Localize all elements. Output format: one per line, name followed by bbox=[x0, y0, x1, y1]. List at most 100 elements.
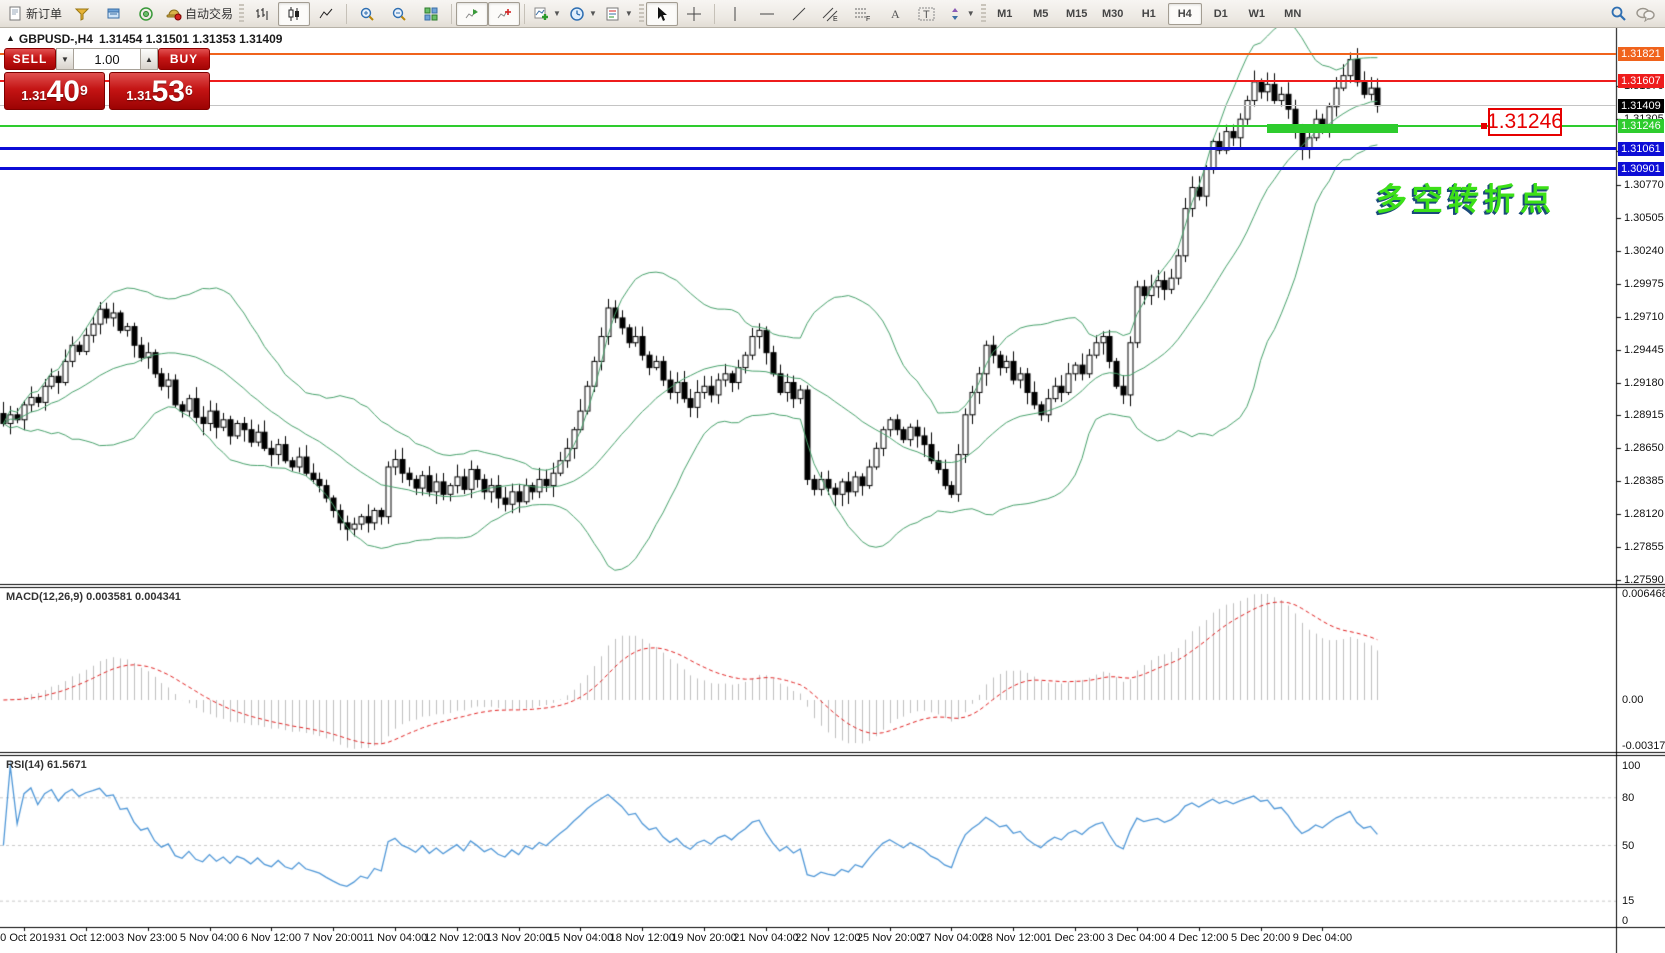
candlestick-chart-icon bbox=[286, 6, 302, 22]
periods-button[interactable]: ▼ bbox=[565, 2, 601, 26]
chart-line-button[interactable] bbox=[310, 2, 342, 26]
auto-scroll-button[interactable] bbox=[456, 1, 489, 26]
rsi-axis-label: 100 bbox=[1622, 760, 1641, 772]
timeframe-d1[interactable]: D1 bbox=[1213, 7, 1228, 20]
hline-support-line-green[interactable] bbox=[0, 124, 1616, 127]
price-axis-tick: 1.28120 bbox=[1624, 508, 1664, 521]
timeframe-m15[interactable]: M15 bbox=[1066, 7, 1088, 20]
timeframe-mn[interactable]: MN bbox=[1284, 7, 1302, 20]
zoom-out-button[interactable] bbox=[383, 2, 415, 26]
hline-bid-line[interactable] bbox=[0, 105, 1616, 107]
autotrading-button[interactable]: 自动交易 bbox=[162, 2, 237, 26]
rsi-axis-label: 50 bbox=[1622, 839, 1635, 852]
search-icon[interactable] bbox=[1610, 5, 1627, 22]
time-axis-label: 5 Dec 20:00 bbox=[1230, 932, 1291, 944]
navigator-icon bbox=[138, 6, 154, 22]
text-button[interactable]: A bbox=[879, 2, 911, 26]
chart-candles-button[interactable] bbox=[278, 1, 311, 26]
timeframe-group: M1 M5 M15 M30 H1 H4 D1 W1 MN bbox=[988, 2, 1310, 25]
data-window-icon bbox=[106, 6, 122, 22]
arrows-icon bbox=[947, 6, 963, 22]
zoom-in-button[interactable] bbox=[351, 2, 383, 26]
buy-price-button[interactable]: 1.31 53 6 bbox=[109, 72, 210, 110]
price-axis-badge: 1.30901 bbox=[1618, 161, 1664, 176]
templates-button[interactable]: ▼ bbox=[601, 2, 637, 26]
clock-icon bbox=[569, 6, 585, 22]
text-label-button[interactable]: T bbox=[911, 2, 943, 26]
toolbar-separator bbox=[451, 3, 453, 24]
channel-button[interactable]: E bbox=[815, 2, 847, 26]
price-axis-tick: 1.29975 bbox=[1624, 277, 1664, 290]
timeframe-w1[interactable]: W1 bbox=[1248, 7, 1265, 20]
dropdown-arrow-icon: ▼ bbox=[588, 9, 597, 18]
price-axis-tick: 1.30770 bbox=[1624, 179, 1664, 191]
dropdown-arrow-icon: ▼ bbox=[553, 9, 561, 18]
cursor-button[interactable] bbox=[645, 1, 678, 26]
market-watch-icon bbox=[74, 6, 90, 22]
support-zone-bar[interactable] bbox=[1267, 123, 1398, 133]
rsi-axis-label: 80 bbox=[1622, 791, 1635, 804]
price-axis-tick: 1.29445 bbox=[1624, 343, 1664, 356]
chart-shift-button[interactable] bbox=[488, 1, 521, 26]
navigator-button[interactable] bbox=[130, 2, 162, 26]
arrows-button[interactable]: ▼ bbox=[943, 2, 979, 26]
time-axis-label: 18 Nov 12:00 bbox=[609, 932, 676, 944]
hline-support-line-blue-1[interactable] bbox=[0, 147, 1616, 151]
market-watch-button[interactable] bbox=[66, 2, 98, 26]
volume-input[interactable] bbox=[74, 49, 140, 69]
new-order-button[interactable]: 新订单 bbox=[4, 2, 66, 26]
support-price-label[interactable]: 1.31246 bbox=[1487, 108, 1563, 136]
time-axis-label: 1 Dec 23:00 bbox=[1045, 932, 1105, 944]
symbol-collapse-arrow[interactable]: ▲ bbox=[6, 33, 15, 43]
indicators-button[interactable]: ▼ bbox=[529, 2, 565, 26]
new-order-icon bbox=[8, 6, 23, 21]
price-label-anchor[interactable] bbox=[1481, 123, 1487, 129]
crosshair-button[interactable] bbox=[678, 2, 710, 26]
timeframe-h4[interactable]: H4 bbox=[1167, 2, 1202, 25]
buy-button[interactable]: BUY bbox=[158, 48, 210, 70]
tile-windows-button[interactable] bbox=[415, 2, 447, 26]
rsi-label: RSI(14) 61.5671 bbox=[6, 759, 87, 771]
time-axis-label: 13 Nov 20:00 bbox=[485, 932, 552, 944]
crosshair-icon bbox=[686, 6, 702, 22]
svg-text:T: T bbox=[923, 9, 930, 21]
hline-resistance-line-1[interactable] bbox=[0, 53, 1616, 56]
chart-symbol-period: GBPUSD-,H4 bbox=[18, 32, 93, 46]
price-axis-badge: 1.31607 bbox=[1618, 74, 1664, 89]
timeframe-h1[interactable]: H1 bbox=[1141, 7, 1156, 20]
volume-decrease-button[interactable]: ▼ bbox=[56, 48, 74, 70]
price-axis-badge: 1.31061 bbox=[1618, 141, 1664, 156]
time-axis-label: 11 Nov 04:00 bbox=[362, 932, 428, 944]
sell-button[interactable]: SELL bbox=[4, 48, 56, 70]
new-order-label: 新订单 bbox=[26, 7, 63, 21]
toolbar-separator bbox=[713, 3, 715, 24]
community-chat-icon[interactable] bbox=[1635, 6, 1655, 22]
trendline-button[interactable] bbox=[783, 2, 815, 26]
svg-text:E: E bbox=[833, 16, 838, 22]
sell-price-button[interactable]: 1.31 40 9 bbox=[4, 72, 105, 110]
timeframe-m1[interactable]: M1 bbox=[997, 7, 1013, 20]
bar-chart-icon bbox=[254, 6, 270, 22]
time-axis-label: 31 Oct 12:00 bbox=[54, 932, 118, 944]
timeframe-m30[interactable]: M30 bbox=[1102, 7, 1124, 20]
time-axis-label: 15 Nov 04:00 bbox=[547, 932, 614, 944]
chart-ohlc-values: 1.31454 1.31501 1.31353 1.31409 bbox=[98, 32, 283, 46]
price-axis-tick: 1.30505 bbox=[1624, 211, 1664, 224]
chart-bars-button[interactable] bbox=[246, 2, 278, 26]
horizontal-line-button[interactable] bbox=[751, 2, 783, 26]
fibonacci-button[interactable]: F bbox=[847, 2, 879, 26]
price-axis-badge: 1.31246 bbox=[1618, 118, 1664, 133]
timeframe-m5[interactable]: M5 bbox=[1033, 7, 1049, 20]
data-window-button[interactable] bbox=[98, 2, 130, 26]
hline-support-line-blue-2[interactable] bbox=[0, 167, 1616, 171]
dropdown-arrow-icon: ▼ bbox=[624, 9, 633, 18]
price-axis-badge: 1.31409 bbox=[1618, 98, 1664, 113]
volume-increase-button[interactable]: ▲ bbox=[140, 48, 158, 70]
line-chart-icon bbox=[318, 6, 334, 22]
price-chart-canvas[interactable] bbox=[0, 28, 1665, 953]
turning-point-annotation[interactable]: 多空转折点 bbox=[1376, 182, 1556, 217]
hline-resistance-line-2[interactable] bbox=[0, 80, 1616, 83]
vertical-line-button[interactable] bbox=[719, 2, 751, 26]
time-axis-label: 28 Nov 12:00 bbox=[980, 932, 1046, 944]
macd-axis-label: 0.006468 bbox=[1622, 588, 1665, 600]
